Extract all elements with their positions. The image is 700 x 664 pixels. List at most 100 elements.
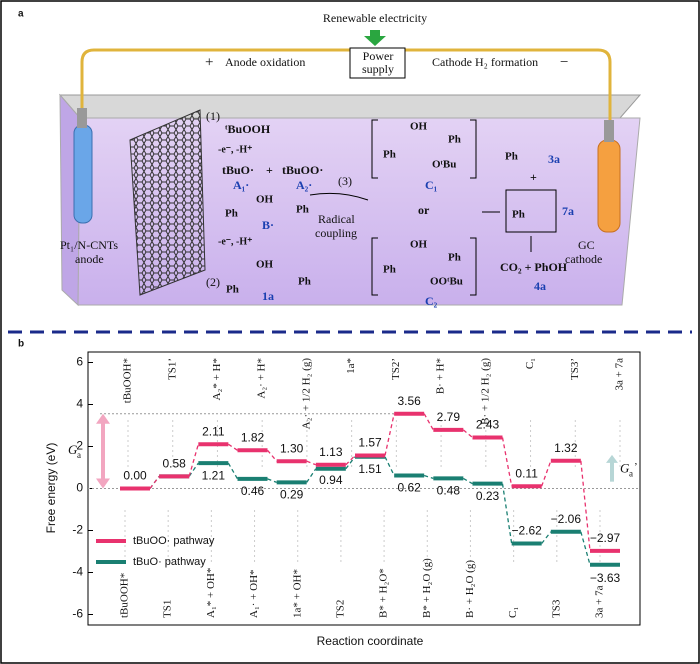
top-label: TS3’ <box>569 358 581 380</box>
y-tick-label: 0 <box>76 481 83 495</box>
value-label: 1.51 <box>358 462 382 476</box>
top-label: TS1’ <box>166 358 178 380</box>
top-label: B· + H* <box>435 358 447 394</box>
connector <box>541 460 552 487</box>
text: supply <box>362 62 394 76</box>
text: OH <box>256 194 274 206</box>
connector <box>501 483 513 544</box>
connector <box>188 462 199 477</box>
text: Ph <box>298 276 311 288</box>
bottom-label: B* + H₂O (g) <box>421 558 433 618</box>
text: − <box>560 54 568 70</box>
connector <box>462 429 473 438</box>
value-label: 1.21 <box>202 468 226 482</box>
bottom-label: TS3 <box>550 599 562 618</box>
text: tBuO· <box>222 163 254 177</box>
cnt-sheet <box>129 109 206 296</box>
value-label: 0.62 <box>397 481 421 495</box>
annotation: ’ <box>634 461 638 473</box>
text: OᵗBu <box>432 159 456 171</box>
top-label: A₂· + 1/2 H₂ (g) <box>300 358 312 430</box>
value-label: 0.11 <box>515 466 538 480</box>
wire <box>80 48 612 125</box>
connector <box>227 443 238 451</box>
text: (2) <box>206 275 220 289</box>
value-label: 2.79 <box>437 410 461 424</box>
text: OH <box>256 259 274 271</box>
arrow <box>309 192 369 201</box>
text: Renewable electricity <box>323 11 427 25</box>
text: Ph <box>512 209 525 221</box>
text: 3a <box>548 152 560 166</box>
connector <box>306 468 317 483</box>
text: OOᵗBu <box>430 276 463 288</box>
value-label: 3.56 <box>397 394 421 408</box>
value-label: 1.32 <box>554 441 578 455</box>
top-label: A₂* + H* <box>211 358 223 400</box>
text: (1) <box>206 109 220 123</box>
anode-rod <box>77 108 87 128</box>
legend-label: tBuO· pathway <box>133 556 206 568</box>
text: CO₂ + PhOH <box>500 260 568 274</box>
value-label: 1.30 <box>280 441 304 455</box>
connector <box>267 449 278 462</box>
arrow <box>364 30 386 46</box>
text: 4a <box>534 279 546 293</box>
text: anode <box>75 252 104 266</box>
value-label: 0.46 <box>241 484 265 498</box>
value-label: 1.82 <box>241 430 265 444</box>
top-label: B· + 1/2 H₂ (g) <box>479 358 491 425</box>
text: Cathode H₂ formation <box>432 55 538 69</box>
top-label: TS2’ <box>390 358 402 380</box>
text: GC <box>578 238 595 252</box>
x-axis-label: Reaction coordinate <box>317 634 424 648</box>
value-label: 0.48 <box>437 484 461 498</box>
annotation: a <box>629 469 633 479</box>
value-label: 0.23 <box>476 489 500 503</box>
value-label: −2.06 <box>551 512 582 526</box>
top-label: 1a* <box>345 358 357 374</box>
bottom-label: B* + H₂O* <box>378 568 390 618</box>
annotation: G <box>68 442 78 457</box>
connector <box>227 462 239 480</box>
bottom-label: 1a* + OH* <box>291 569 303 618</box>
text: cathode <box>565 252 602 266</box>
text: Ph <box>448 252 461 264</box>
connector <box>423 413 434 431</box>
value-label: 1.13 <box>319 445 343 459</box>
text: (3) <box>338 174 352 188</box>
text: C₁ <box>425 178 438 192</box>
text: A₁· <box>233 178 249 192</box>
arrowhead <box>96 478 110 489</box>
text: Ph <box>225 208 238 220</box>
value-label: −3.63 <box>590 571 621 585</box>
anode <box>73 124 93 224</box>
connector <box>501 437 513 487</box>
text: B· <box>262 218 274 232</box>
text: 7a <box>562 204 574 218</box>
y-tick-label: -6 <box>72 607 83 621</box>
connector <box>463 477 473 485</box>
bottom-label: A₁· + OH* <box>248 569 260 618</box>
value-label: 0.58 <box>162 456 186 470</box>
text: Ph <box>383 264 396 276</box>
text: ᵗBuOOH <box>225 122 271 136</box>
cathode <box>597 139 621 233</box>
bottom-label: TS2 <box>334 600 346 618</box>
text: Ph <box>448 134 461 146</box>
value-label: 2.43 <box>476 418 500 432</box>
panel-letter: b <box>18 339 24 350</box>
text: + <box>205 54 213 70</box>
text: Power <box>363 49 394 63</box>
value-label: −2.62 <box>511 524 542 538</box>
text: OH <box>410 239 428 251</box>
brackets <box>371 119 477 296</box>
text: Anode oxidation <box>225 55 305 69</box>
connector <box>423 474 434 480</box>
text: Ph <box>505 151 518 163</box>
legend-label: tBuOO· pathway <box>133 535 215 547</box>
text: tBuOO· <box>282 163 323 177</box>
text: coupling <box>315 226 357 240</box>
